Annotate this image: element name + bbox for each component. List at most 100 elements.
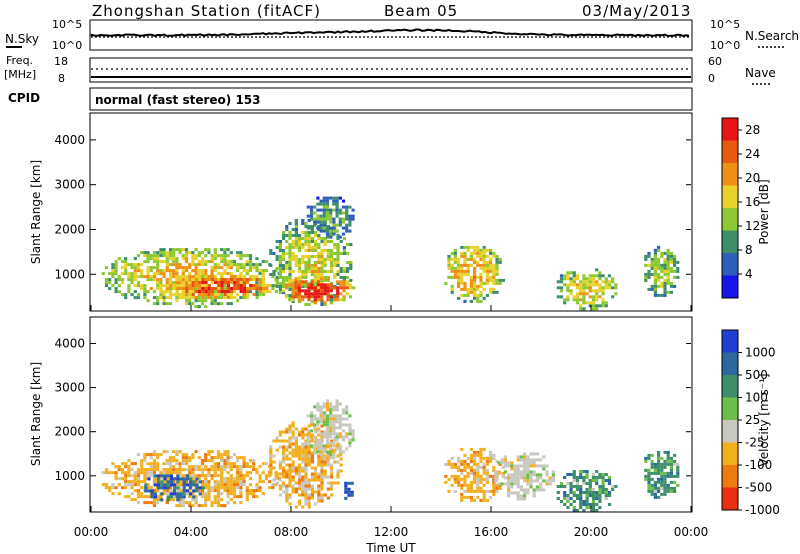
heatmap-cell (653, 257, 657, 261)
heatmap-cell (329, 289, 333, 293)
heatmap-cell (316, 402, 320, 406)
heatmap-cell (127, 287, 131, 291)
heatmap-cell (466, 245, 470, 249)
heatmap-cell (298, 433, 302, 437)
heatmap-cell (278, 270, 282, 273)
heatmap-cell (298, 243, 302, 246)
heatmap-cell (329, 235, 333, 239)
heatmap-cell (258, 486, 262, 490)
heatmap-cell (492, 489, 496, 493)
heatmap-cell (229, 272, 233, 276)
heatmap-cell (178, 480, 182, 484)
heatmap-cell (347, 490, 351, 494)
heatmap-cell (184, 296, 189, 300)
heatmap-cell (539, 488, 543, 492)
heatmap-cell (523, 458, 527, 462)
heatmap-cell (285, 276, 289, 279)
heatmap-cell (173, 489, 177, 493)
heatmap-cell (310, 295, 314, 299)
heatmap-cell (479, 254, 483, 258)
heatmap-cell (492, 254, 496, 258)
heatmap-cell (304, 457, 308, 461)
heatmap-cell (245, 495, 249, 499)
heatmap-cell (572, 470, 576, 473)
heatmap-cell (252, 468, 256, 472)
heatmap-cell (101, 471, 105, 475)
heatmap-cell (338, 414, 342, 418)
heatmap-cell (178, 293, 182, 297)
heatmap-cell (255, 275, 259, 279)
heatmap-cell (207, 468, 211, 472)
heatmap-cell (232, 263, 237, 267)
heatmap-cell (526, 467, 530, 471)
heatmap-cell (258, 287, 262, 290)
heatmap-cell (322, 196, 326, 200)
heatmap-cell (282, 466, 286, 470)
heatmap-cell (309, 214, 314, 218)
heatmap-cell (198, 293, 202, 296)
heatmap-cell (258, 272, 262, 276)
heatmap-cell (185, 278, 189, 281)
heatmap-cell (653, 489, 657, 493)
heatmap-cell (181, 504, 185, 508)
heatmap-cell (653, 287, 657, 291)
heatmap-cell (526, 473, 530, 477)
heatmap-cell (173, 486, 177, 490)
heatmap-cell (660, 477, 664, 481)
heatmap-cell (336, 292, 340, 296)
heatmap-cell (191, 251, 195, 255)
heatmap-cell (650, 486, 654, 490)
heatmap-cell (197, 263, 201, 267)
heatmap-cell (188, 474, 192, 478)
heatmap-cell (319, 214, 323, 218)
heatmap-cell (585, 491, 589, 494)
heatmap-cell (197, 477, 201, 481)
heatmap-cell (345, 208, 349, 212)
heatmap-cell (313, 405, 317, 409)
heatmap-cell (317, 499, 321, 503)
heatmap-cell (252, 266, 256, 270)
heatmap-cell (168, 462, 173, 466)
heatmap-cell (663, 287, 667, 291)
heatmap-cell (601, 491, 605, 494)
heatmap-cell (288, 288, 292, 291)
heatmap-cell (566, 506, 570, 509)
heatmap-cell (130, 263, 134, 267)
heatmap-cell (598, 277, 602, 281)
heatmap-cell (320, 300, 324, 303)
heatmap-cell (479, 477, 483, 481)
heatmap-cell (285, 499, 289, 503)
heatmap-cell (572, 506, 576, 509)
heatmap-cell (485, 462, 489, 466)
heatmap-cell (566, 500, 570, 503)
heatmap-cell (532, 473, 536, 477)
heatmap-cell (650, 272, 654, 276)
heatmap-cell (172, 465, 176, 469)
heatmap-cell (588, 283, 592, 287)
heatmap-cell (156, 489, 160, 493)
heatmap-cell (152, 450, 157, 454)
heatmap-cell (563, 494, 567, 497)
heatmap-cell (159, 269, 163, 273)
heatmap-cell (313, 438, 317, 442)
colorbar-segment (722, 118, 738, 141)
heatmap-cell (150, 492, 154, 496)
heatmap-cell (563, 298, 567, 302)
heatmap-cell (492, 465, 496, 469)
heatmap-cell (301, 276, 305, 279)
heatmap-cell (572, 277, 576, 281)
heatmap-cell (294, 490, 298, 494)
heatmap-cell (204, 456, 208, 460)
heatmap-cell (335, 402, 339, 406)
heatmap-cell (210, 459, 214, 463)
heatmap-cell (162, 468, 166, 472)
heatmap-cell (485, 278, 489, 282)
heatmap-cell (304, 439, 308, 443)
heatmap-cell (288, 430, 292, 434)
heatmap-cell (127, 278, 131, 282)
heatmap-cell (278, 246, 282, 249)
heatmap-cell (220, 468, 224, 472)
heatmap-cell (320, 249, 324, 252)
heatmap-cell (210, 299, 214, 303)
heatmap-cell (156, 284, 160, 288)
